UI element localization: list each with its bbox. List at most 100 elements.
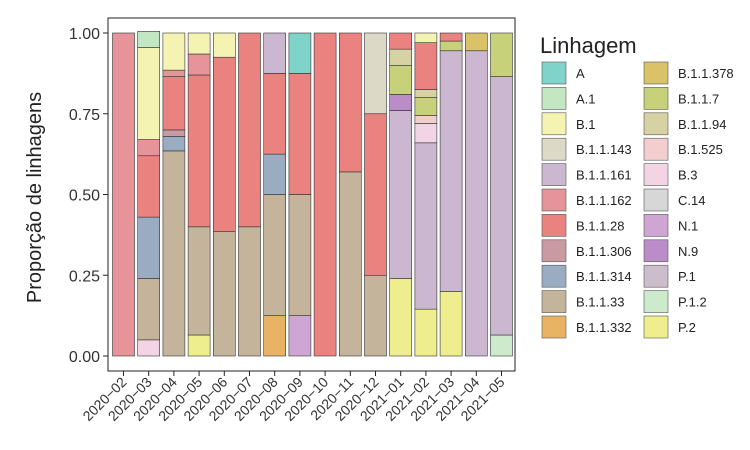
legend-entry-B.1.1.28: B.1.1.28 [541, 214, 624, 237]
legend-swatch [541, 188, 567, 212]
bar-segment-B.1.1.314 [162, 136, 186, 152]
bar-segment-B.3 [137, 339, 160, 357]
bar-segment-B.1.1.162 [187, 53, 211, 76]
bar-segment-B.1.1.28 [414, 42, 438, 90]
legend-label: B.3 [678, 168, 698, 183]
legend-swatch [643, 239, 669, 263]
legend-swatch [541, 112, 567, 136]
legend-swatch [541, 239, 567, 263]
legend-entry-A.1: A.1 [541, 87, 596, 110]
bar-segment-B.1.1.33 [187, 226, 211, 336]
legend-entry-B.1.1.33: B.1.1.33 [541, 290, 624, 313]
legend-label: B.1.1.161 [576, 168, 632, 183]
bar-2021−04 [464, 32, 488, 357]
bar-2020−07 [238, 32, 261, 357]
bar-segment-B.1.1.162 [162, 69, 186, 77]
legend-label: B.1.1.28 [576, 218, 624, 233]
bar-segment-B.3 [414, 123, 438, 144]
bar-segment-B.1.525 [414, 115, 438, 124]
y-axis-label: Proporção de linhagens [24, 92, 46, 303]
legend-swatch [643, 315, 669, 339]
bar-2020−03 [137, 31, 160, 357]
bar-segment-B.1.1.33 [364, 274, 387, 357]
bar-segment-P.2 [389, 278, 413, 357]
legend-entry-B.1.1.378: B.1.1.378 [643, 61, 734, 85]
legend-label: P.1 [678, 269, 696, 284]
bar-segment-B.1.1.33 [238, 226, 261, 357]
bar-2020−10 [313, 32, 337, 357]
bar-segment-B.1.1.7 [389, 65, 413, 95]
bar-segment-B.1.1.94 [389, 48, 413, 66]
bar-segment-B.1.1.161 [263, 32, 287, 74]
y-tick-label: 1.00 [69, 26, 100, 43]
y-tick-label: 0.25 [69, 268, 100, 285]
legend-swatch [643, 87, 669, 110]
legend-label: B.1.1.314 [576, 269, 632, 284]
legend-label: C.14 [678, 193, 705, 208]
legend-swatch [643, 188, 669, 212]
legend-entry-B.1.1.162: B.1.1.162 [541, 188, 632, 212]
bar-segment-B.1.1.7 [414, 97, 438, 116]
bar-2020−06 [213, 32, 236, 357]
bar-segment-B.1 [137, 47, 160, 140]
bar-segment-B.1 [213, 32, 236, 58]
bar-segment-P.2 [414, 308, 438, 357]
legend-title: Linhagem [540, 33, 637, 58]
legend-swatch [541, 61, 567, 85]
legend-entry-B.1.1.306: B.1.1.306 [541, 239, 632, 263]
legend-entry-N.1: N.1 [643, 214, 698, 237]
bar-segment-B.1.1.33 [137, 278, 160, 341]
bar-2021−05 [490, 32, 513, 357]
legend-swatch [643, 290, 669, 313]
bar-segment-B.1.1.28 [263, 73, 287, 155]
legend-entry-B.1.1.7: B.1.1.7 [643, 87, 719, 110]
bar-segment-B.1.1.28 [338, 32, 362, 173]
bar-segment-A [288, 32, 312, 74]
bar-segment-N.9 [389, 94, 413, 111]
legend-label: B.1.1.162 [576, 193, 632, 208]
bar-segment-B.1.1.28 [313, 32, 337, 357]
bar-segment-B.1.1.161 [389, 110, 413, 279]
legend-label: P.1.2 [678, 295, 707, 310]
bar-2020−12 [364, 32, 387, 357]
bar-2020−04 [162, 32, 186, 357]
bar-segment-B.1 [187, 32, 211, 55]
bar-segment-B.1.1.7 [490, 32, 513, 77]
legend-entry-B.1: B.1 [541, 112, 596, 136]
bar-segment-B.1.1.28 [137, 155, 160, 218]
legend-entry-B.1.1.161: B.1.1.161 [541, 163, 632, 186]
bar-2020−11 [338, 32, 362, 357]
legend-label: N.1 [678, 218, 698, 233]
legend-swatch [541, 290, 567, 313]
legend-entry-B.1.1.314: B.1.1.314 [541, 264, 632, 288]
bar-segment-B.1.1.332 [263, 315, 287, 357]
bar-segment-B.1.1.33 [338, 171, 362, 357]
bar-2021−03 [439, 32, 463, 357]
bar-2020−05 [187, 32, 211, 357]
bar-segment-P.2 [439, 291, 463, 357]
bar-segment-B.1.1.94 [414, 89, 438, 98]
bar-segment-B.1.1.28 [187, 74, 211, 228]
bar-segment-B.1.1.161 [414, 142, 438, 310]
legend-entry-B.1.1.143: B.1.1.143 [541, 137, 632, 161]
bar-segment-B.1.1.33 [162, 150, 186, 357]
bar-segment-B.1.1.143 [364, 32, 387, 115]
legend-swatch [643, 137, 669, 161]
bar-segment-B.1.1.28 [364, 113, 387, 276]
bar-segment-B.1.1.161 [439, 50, 463, 292]
legend-swatch [643, 61, 669, 85]
legend-label: B.1.1.94 [678, 117, 726, 132]
legend-label: B.1.1.7 [678, 91, 719, 106]
legend-entry-A: A [541, 61, 585, 85]
y-tick-label: 0.00 [69, 349, 100, 366]
bar-2021−02 [414, 32, 438, 357]
bar-segment-B.1.1.33 [263, 194, 287, 316]
bar-segment-B.1.1.7 [439, 40, 463, 52]
legend-entry-C.14: C.14 [643, 188, 705, 212]
legend-label: B.1.1.143 [576, 142, 632, 157]
legend-swatch [541, 163, 567, 186]
bar-segment-P.1.2 [490, 334, 513, 357]
bar-segment-B.1 [162, 32, 186, 71]
bar-segment-B.1.1.28 [288, 73, 312, 195]
